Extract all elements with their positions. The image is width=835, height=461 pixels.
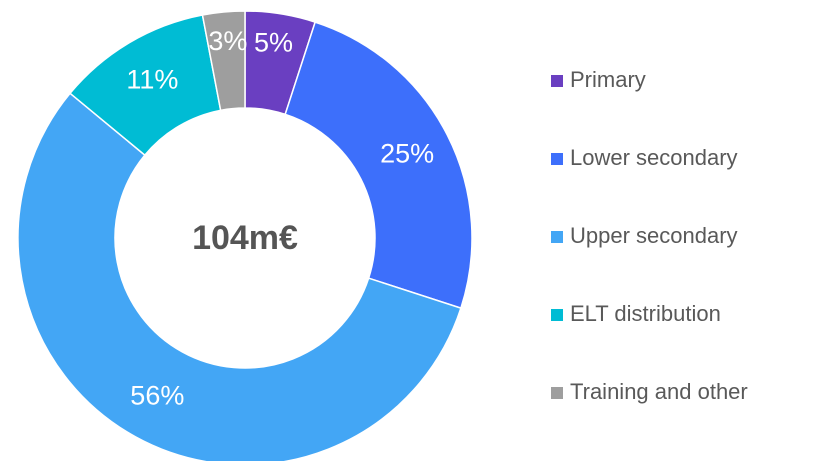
legend-swatch: [551, 153, 563, 165]
legend-label: Lower secondary: [570, 145, 738, 170]
value-label: 11%: [126, 64, 178, 94]
center-label: 104m€: [192, 219, 298, 257]
slice: [17, 92, 462, 461]
legend-swatch: [551, 75, 563, 87]
legend-label: ELT distribution: [570, 301, 721, 326]
legend-swatch: [551, 231, 563, 243]
value-label: 25%: [380, 138, 434, 168]
value-label: 5%: [254, 27, 293, 57]
legend-swatch: [551, 387, 563, 399]
legend-label: Training and other: [570, 379, 748, 404]
legend-label: Primary: [570, 67, 646, 92]
legend-swatch: [551, 309, 563, 321]
value-label: 56%: [130, 381, 184, 411]
slice: [201, 10, 246, 112]
slice: [284, 21, 473, 310]
value-label: 3%: [208, 26, 247, 56]
legend-label: Upper secondary: [570, 223, 738, 248]
